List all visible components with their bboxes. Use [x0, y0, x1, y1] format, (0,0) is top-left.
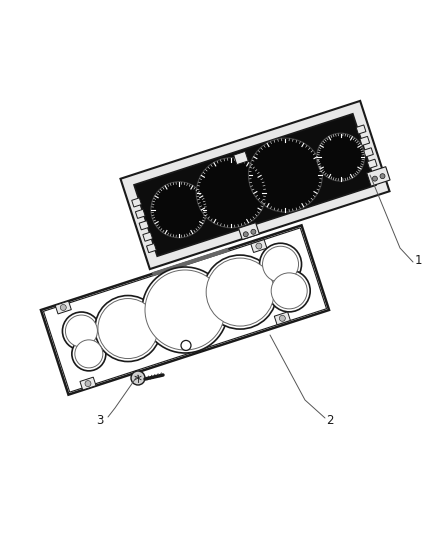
- Polygon shape: [234, 151, 248, 165]
- Polygon shape: [274, 312, 290, 325]
- Circle shape: [268, 270, 310, 312]
- Polygon shape: [120, 101, 389, 269]
- Circle shape: [72, 337, 106, 371]
- Circle shape: [75, 340, 103, 368]
- Circle shape: [248, 138, 322, 212]
- Polygon shape: [55, 301, 71, 314]
- Circle shape: [203, 255, 277, 329]
- Text: 2: 2: [326, 414, 334, 426]
- Circle shape: [380, 174, 385, 179]
- Polygon shape: [356, 125, 366, 134]
- Polygon shape: [134, 114, 376, 256]
- Polygon shape: [135, 209, 145, 219]
- Circle shape: [206, 258, 274, 326]
- Polygon shape: [80, 377, 96, 390]
- Circle shape: [131, 371, 145, 385]
- Polygon shape: [367, 159, 377, 168]
- Polygon shape: [239, 223, 259, 240]
- Circle shape: [63, 312, 100, 350]
- Circle shape: [251, 229, 256, 235]
- Polygon shape: [43, 228, 326, 392]
- Text: 3: 3: [96, 414, 104, 426]
- Circle shape: [145, 270, 225, 350]
- Circle shape: [372, 176, 378, 181]
- Polygon shape: [143, 232, 152, 241]
- Circle shape: [151, 182, 207, 238]
- Polygon shape: [132, 198, 141, 207]
- Circle shape: [243, 232, 248, 237]
- Circle shape: [98, 298, 158, 359]
- Circle shape: [260, 243, 301, 285]
- Circle shape: [95, 295, 161, 361]
- Text: 1: 1: [414, 254, 422, 266]
- Polygon shape: [364, 148, 373, 157]
- Circle shape: [279, 316, 285, 321]
- Circle shape: [85, 381, 91, 386]
- Polygon shape: [360, 136, 370, 146]
- Circle shape: [196, 158, 266, 228]
- Circle shape: [60, 304, 66, 311]
- Circle shape: [271, 273, 307, 309]
- Circle shape: [317, 133, 364, 181]
- Circle shape: [262, 246, 299, 282]
- Circle shape: [65, 315, 97, 347]
- Circle shape: [142, 267, 228, 353]
- Polygon shape: [139, 221, 149, 230]
- Circle shape: [181, 341, 191, 350]
- Polygon shape: [41, 225, 329, 394]
- Polygon shape: [367, 167, 390, 186]
- Polygon shape: [147, 244, 156, 253]
- Circle shape: [256, 243, 262, 249]
- Polygon shape: [251, 240, 267, 253]
